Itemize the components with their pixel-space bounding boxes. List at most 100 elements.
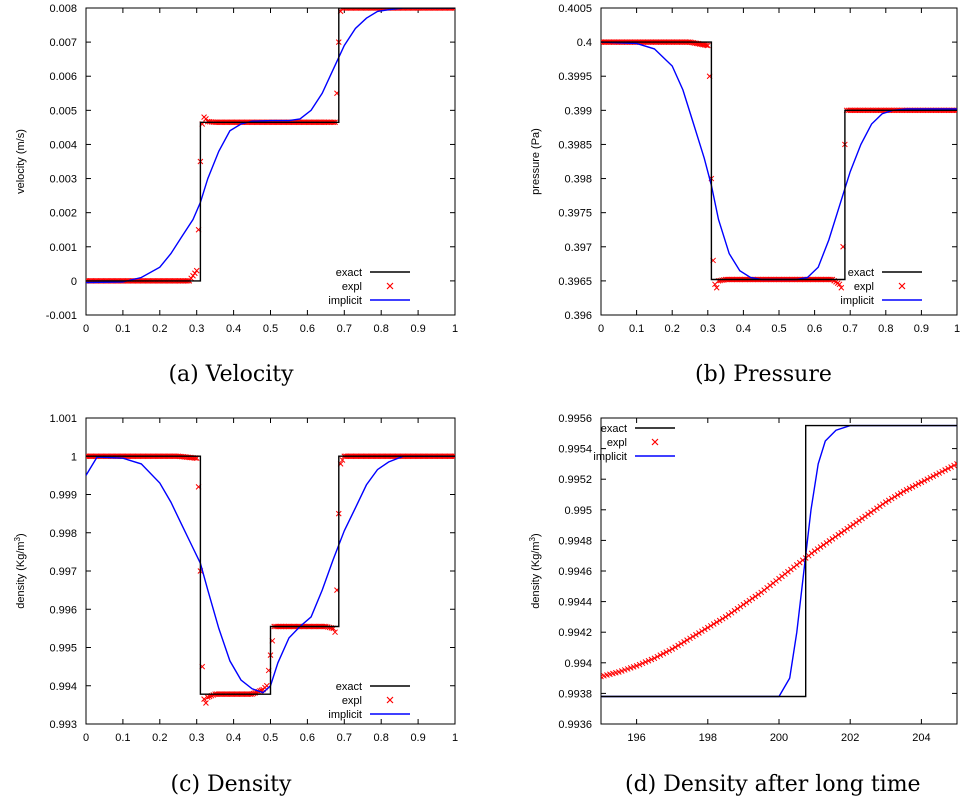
expl-marker: [924, 476, 931, 483]
y-tick-label: 0.003: [49, 174, 77, 186]
expl-marker: [814, 546, 821, 552]
legend-label-exact: exact: [336, 681, 362, 693]
x-tick-label: 0.2: [152, 323, 167, 335]
expl-marker: [879, 501, 886, 508]
x-tick-label: 0.3: [189, 732, 204, 744]
y-tick-label: 0.995: [564, 505, 592, 517]
y-tick-label: 0.006: [49, 71, 77, 83]
expl-marker: [811, 548, 818, 554]
expl-marker: [749, 595, 756, 602]
y-tick-label: 0.4005: [558, 3, 592, 15]
x-tick-label: 0.5: [771, 323, 786, 335]
x-tick-label: 0.7: [337, 323, 352, 335]
expl-marker: [696, 630, 702, 636]
y-tick-label: 0.3975: [558, 208, 592, 220]
x-tick-label: 1: [954, 323, 960, 335]
expl-marker: [669, 646, 676, 652]
x-tick-label: 0.2: [152, 732, 167, 744]
expl-marker: [817, 544, 824, 550]
expl-marker: [829, 536, 836, 542]
y-tick-label: 1: [71, 451, 77, 463]
y-tick-label: -0.001: [46, 310, 77, 322]
y-tick-label: 0.399: [564, 105, 592, 117]
y-axis-label: pressure (Pa): [530, 128, 542, 195]
expl-marker: [826, 538, 833, 544]
x-tick-label: 0.8: [878, 323, 893, 335]
expl-marker: [832, 533, 839, 540]
x-tick-label: 0.3: [189, 323, 204, 335]
x-tick-label: 0.6: [807, 323, 822, 335]
data-layer: [86, 8, 455, 284]
expl-marker: [713, 619, 720, 626]
expl-marker: [888, 495, 895, 502]
y-tick-label: 0.4: [577, 37, 592, 49]
expl-marker: [190, 272, 196, 279]
expl-marker: [452, 453, 455, 460]
data-layer: [601, 39, 957, 291]
y-tick-label: 0.997: [49, 566, 77, 578]
y-axis-label: density (Kg/m3): [13, 533, 27, 608]
y-tick-label: 0.3965: [558, 276, 592, 288]
expl-marker: [927, 474, 934, 481]
expl-marker: [942, 467, 948, 473]
expl-marker: [672, 644, 679, 651]
expl-marker: [740, 601, 747, 608]
data-layer: [601, 424, 957, 698]
x-tick-label: 0.5: [263, 732, 278, 744]
expl-marker: [921, 477, 928, 484]
legend-label-implicit: implicit: [593, 451, 627, 463]
expl-marker: [703, 42, 710, 49]
y-axis-label: density (Kg/m3): [528, 533, 542, 608]
expl-marker: [651, 655, 658, 662]
expl-marker: [939, 468, 946, 475]
expl-marker: [918, 479, 925, 486]
expl-marker: [897, 490, 904, 497]
x-tick-label: 0: [598, 323, 604, 335]
exact-line: [86, 455, 455, 695]
expl-marker: [203, 700, 209, 706]
expl-marker: [642, 659, 649, 665]
expl-marker: [836, 281, 843, 288]
x-tick-label: 202: [841, 732, 859, 744]
expl-marker: [930, 473, 937, 479]
expl-marker: [710, 621, 717, 627]
expl-marker: [915, 480, 922, 487]
expl-marker: [737, 603, 744, 610]
expl-marker: [850, 521, 857, 528]
y-tick-label: 1.001: [49, 413, 77, 425]
expl-marker: [877, 503, 883, 510]
legend: exact expl implicit: [328, 681, 410, 721]
legend-label-implicit: implicit: [328, 295, 362, 307]
x-tick-label: 0.7: [337, 732, 352, 744]
expl-marker: [201, 696, 207, 702]
chart-panel-0: 0 0.1 0.2 0.3 0.4 0.5 0.6 0.7 0.8 0.9 1 -0.001 0 0.00…: [15, 3, 458, 335]
expl-marker: [838, 284, 845, 291]
x-tick-label: 1: [452, 732, 458, 744]
x-tick-label: 0.9: [914, 323, 929, 335]
implicit-line: [601, 424, 957, 698]
x-tick-label: 0.1: [629, 323, 644, 335]
x-tick-label: 196: [627, 732, 645, 744]
expl-marker: [690, 633, 696, 640]
expl-marker: [912, 482, 919, 489]
expl-marker: [823, 540, 830, 546]
legend-swatch-expl: [651, 438, 659, 446]
expl-marker: [633, 663, 640, 669]
y-tick-label: 0.005: [49, 105, 77, 117]
y-tick-label: 0.9944: [558, 597, 592, 609]
expl-marker: [891, 493, 898, 500]
legend: exact expl implicit: [840, 267, 922, 307]
expl-marker: [862, 513, 868, 520]
exact-line: [86, 8, 455, 282]
x-tick-label: 0.9: [410, 323, 425, 335]
x-tick-label: 204: [912, 732, 930, 744]
y-tick-label: 0.994: [564, 658, 592, 670]
legend-label-exact: exact: [601, 423, 627, 435]
x-tick-label: 0.4: [736, 323, 751, 335]
expl-marker: [734, 605, 741, 612]
plot-frame: [600, 7, 958, 316]
expl-marker: [865, 511, 871, 518]
y-tick-label: 0: [71, 276, 77, 288]
x-tick-label: 1: [452, 323, 458, 335]
y-tick-label: 0.396: [564, 310, 592, 322]
